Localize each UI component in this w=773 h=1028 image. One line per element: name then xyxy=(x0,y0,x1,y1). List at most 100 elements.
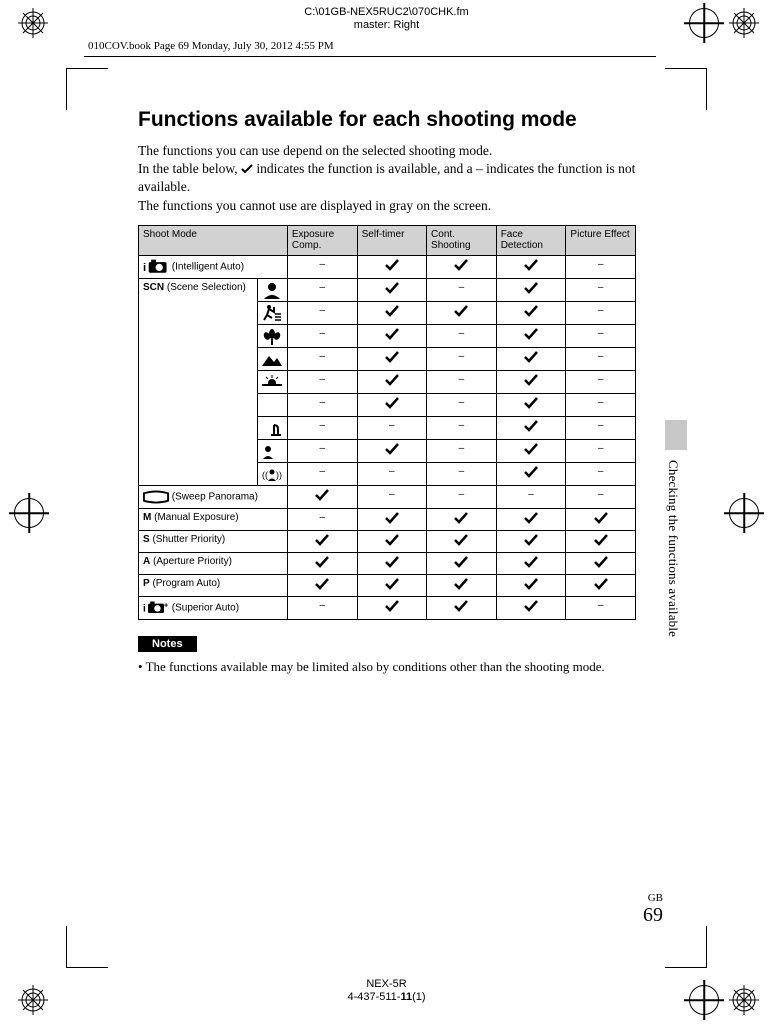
table-cell: – xyxy=(496,485,566,508)
th-exposure-comp: Exposure Comp. xyxy=(287,225,357,255)
table-cell: – xyxy=(427,485,497,508)
table-cell xyxy=(496,439,566,462)
table-cell xyxy=(427,301,497,324)
th-cont-shooting: Cont. Shooting xyxy=(427,225,497,255)
mode-aperture: A (Aperture Priority) xyxy=(139,552,288,574)
table-cell: – xyxy=(287,324,357,347)
row-shutter: S (Shutter Priority) xyxy=(139,530,636,552)
table-cell: – xyxy=(566,324,636,347)
intro-line-1: The functions you can use depend on the … xyxy=(138,143,492,158)
th-picture-effect: Picture Effect xyxy=(566,225,636,255)
mode-superior_auto: i+ (Superior Auto) xyxy=(139,596,288,619)
table-cell: – xyxy=(427,324,497,347)
table-cell: – xyxy=(287,393,357,416)
iauto-icon: i xyxy=(143,262,169,273)
row-scn-portrait: SCN (Scene Selection)––– xyxy=(139,278,636,301)
table-cell: – xyxy=(287,347,357,370)
table-cell: – xyxy=(566,370,636,393)
table-cell xyxy=(357,596,426,619)
scn-sports-icon xyxy=(258,301,288,324)
th-self-timer: Self-timer xyxy=(357,225,426,255)
table-cell xyxy=(496,462,566,485)
footer-block: NEX-5R 4-437-511-11(1) xyxy=(0,978,773,1004)
mode-sweep_panorama: (Sweep Panorama) xyxy=(139,485,288,508)
table-cell xyxy=(287,485,357,508)
table-cell: – xyxy=(357,485,426,508)
table-cell xyxy=(496,370,566,393)
table-cell xyxy=(496,530,566,552)
mode-manual: M (Manual Exposure) xyxy=(139,508,288,530)
table-cell xyxy=(357,552,426,574)
mode-intelligent-auto: i (Intelligent Auto) xyxy=(139,255,288,278)
scn-macro-icon xyxy=(258,324,288,347)
table-cell: – xyxy=(427,393,497,416)
table-cell xyxy=(427,596,497,619)
table-cell xyxy=(427,530,497,552)
footer-doc: 4-437-511-11(1) xyxy=(347,991,425,1003)
table-cell xyxy=(357,301,426,324)
table-cell: – xyxy=(566,278,636,301)
table-cell: – xyxy=(427,278,497,301)
table-cell: – xyxy=(427,416,497,439)
row-superior_auto: i+ (Superior Auto)–– xyxy=(139,596,636,619)
intro-line-3: The functions you cannot use are display… xyxy=(138,198,491,213)
table-cell xyxy=(496,278,566,301)
table-cell xyxy=(357,370,426,393)
table-cell xyxy=(357,347,426,370)
table-cell: – xyxy=(566,301,636,324)
scn-night-icon xyxy=(258,393,288,416)
mode-scn-group: SCN (Scene Selection) xyxy=(139,278,258,485)
crop-corner-tr xyxy=(665,68,707,110)
table-cell xyxy=(357,393,426,416)
table-cell xyxy=(496,324,566,347)
svg-text:i: i xyxy=(143,262,146,274)
mode-program: P (Program Auto) xyxy=(139,574,288,596)
table-cell xyxy=(287,552,357,574)
svg-text:+: + xyxy=(164,600,168,609)
file-path-text: C:\01GB-NEX5RUC2\070CHK.fm xyxy=(304,6,468,18)
row-aperture: A (Aperture Priority) xyxy=(139,552,636,574)
table-cell: – xyxy=(427,439,497,462)
table-cell xyxy=(427,255,497,278)
table-cell: – xyxy=(566,393,636,416)
table-cell: – xyxy=(287,255,357,278)
table-cell xyxy=(357,324,426,347)
mode-shutter: S (Shutter Priority) xyxy=(139,530,288,552)
header-meta-line: 010COV.book Page 69 Monday, July 30, 201… xyxy=(88,40,334,52)
table-cell xyxy=(496,255,566,278)
page-gb: GB xyxy=(648,892,663,904)
table-cell xyxy=(357,255,426,278)
footer-model: NEX-5R xyxy=(366,978,406,990)
table-cell xyxy=(357,508,426,530)
crop-corner-tl xyxy=(66,68,108,110)
table-cell xyxy=(287,530,357,552)
table-cell xyxy=(427,574,497,596)
reg-mark-ml xyxy=(14,498,44,533)
header-rule xyxy=(84,56,656,57)
th-shoot-mode: Shoot Mode xyxy=(139,225,288,255)
table-cell xyxy=(496,508,566,530)
table-cell xyxy=(566,574,636,596)
table-cell xyxy=(496,416,566,439)
functions-table: Shoot Mode Exposure Comp. Self-timer Con… xyxy=(138,225,636,620)
table-cell: – xyxy=(427,370,497,393)
svg-text:i: i xyxy=(143,603,146,614)
table-cell: – xyxy=(357,462,426,485)
table-cell xyxy=(496,347,566,370)
master-text: master: Right xyxy=(354,19,419,31)
table-cell: – xyxy=(566,596,636,619)
header-file-path: C:\01GB-NEX5RUC2\070CHK.fm master: Right xyxy=(0,6,773,32)
intro-paragraph: The functions you can use depend on the … xyxy=(138,142,636,215)
table-cell: – xyxy=(287,416,357,439)
svg-text:)): )) xyxy=(276,470,282,480)
table-cell xyxy=(496,596,566,619)
table-cell xyxy=(357,574,426,596)
table-cell: – xyxy=(357,416,426,439)
table-cell: – xyxy=(427,462,497,485)
table-cell xyxy=(496,301,566,324)
table-cell xyxy=(496,552,566,574)
table-cell: – xyxy=(287,596,357,619)
side-section-label: Checking the functions available xyxy=(665,460,681,637)
scn-sunset-icon xyxy=(258,370,288,393)
table-cell xyxy=(357,278,426,301)
